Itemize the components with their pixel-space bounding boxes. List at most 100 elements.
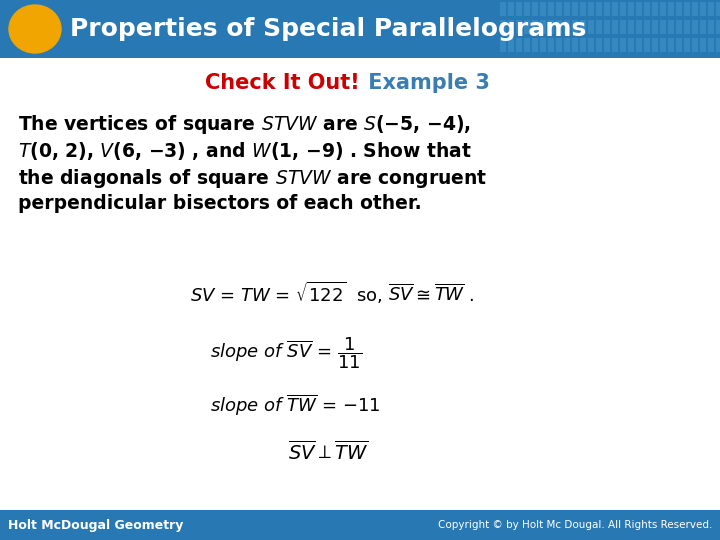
FancyBboxPatch shape <box>684 38 690 52</box>
FancyBboxPatch shape <box>556 20 562 34</box>
FancyBboxPatch shape <box>668 38 674 52</box>
Text: $\mathit{SV}$ = $\mathit{TW}$ = $\sqrt{122}$  so, $\overline{\mathit{SV}} \cong : $\mathit{SV}$ = $\mathit{TW}$ = $\sqrt{1… <box>190 280 474 306</box>
FancyBboxPatch shape <box>604 38 610 52</box>
FancyBboxPatch shape <box>660 38 666 52</box>
FancyBboxPatch shape <box>612 38 618 52</box>
Text: $\mathit{slope\ of}\ \overline{\mathit{SV}}$ = $\dfrac{1}{11}$: $\mathit{slope\ of}\ \overline{\mathit{S… <box>210 335 362 370</box>
FancyBboxPatch shape <box>644 38 650 52</box>
FancyBboxPatch shape <box>692 20 698 34</box>
FancyBboxPatch shape <box>708 20 714 34</box>
Text: The vertices of square $\mathbf{\mathit{STVW}}$ are $\mathbf{\mathit{S}}$($\math: The vertices of square $\mathbf{\mathit{… <box>18 113 471 136</box>
FancyBboxPatch shape <box>668 20 674 34</box>
FancyBboxPatch shape <box>508 20 514 34</box>
FancyBboxPatch shape <box>516 20 522 34</box>
FancyBboxPatch shape <box>572 2 578 16</box>
Text: Copyright © by Holt Mc Dougal. All Rights Reserved.: Copyright © by Holt Mc Dougal. All Right… <box>438 520 712 530</box>
FancyBboxPatch shape <box>500 38 506 52</box>
Ellipse shape <box>9 5 61 53</box>
FancyBboxPatch shape <box>540 2 546 16</box>
FancyBboxPatch shape <box>700 2 706 16</box>
FancyBboxPatch shape <box>572 38 578 52</box>
FancyBboxPatch shape <box>556 2 562 16</box>
FancyBboxPatch shape <box>628 38 634 52</box>
FancyBboxPatch shape <box>516 38 522 52</box>
FancyBboxPatch shape <box>524 20 530 34</box>
FancyBboxPatch shape <box>652 2 658 16</box>
FancyBboxPatch shape <box>604 20 610 34</box>
FancyBboxPatch shape <box>540 38 546 52</box>
FancyBboxPatch shape <box>564 2 570 16</box>
FancyBboxPatch shape <box>596 38 602 52</box>
FancyBboxPatch shape <box>524 38 530 52</box>
FancyBboxPatch shape <box>540 20 546 34</box>
FancyBboxPatch shape <box>676 20 682 34</box>
FancyBboxPatch shape <box>580 38 586 52</box>
FancyBboxPatch shape <box>660 2 666 16</box>
FancyBboxPatch shape <box>604 2 610 16</box>
FancyBboxPatch shape <box>532 2 538 16</box>
FancyBboxPatch shape <box>708 38 714 52</box>
FancyBboxPatch shape <box>644 2 650 16</box>
FancyBboxPatch shape <box>516 2 522 16</box>
FancyBboxPatch shape <box>0 0 720 58</box>
Text: Properties of Special Parallelograms: Properties of Special Parallelograms <box>70 17 586 41</box>
FancyBboxPatch shape <box>572 20 578 34</box>
FancyBboxPatch shape <box>596 20 602 34</box>
FancyBboxPatch shape <box>700 20 706 34</box>
Text: perpendicular bisectors of each other.: perpendicular bisectors of each other. <box>18 194 422 213</box>
FancyBboxPatch shape <box>524 2 530 16</box>
FancyBboxPatch shape <box>716 20 720 34</box>
Text: $\overline{\mathit{SV}} \perp \overline{\mathit{TW}}$: $\overline{\mathit{SV}} \perp \overline{… <box>288 440 369 464</box>
FancyBboxPatch shape <box>700 38 706 52</box>
FancyBboxPatch shape <box>652 20 658 34</box>
Text: Check It Out!: Check It Out! <box>205 73 360 93</box>
Text: $\mathit{slope\ of}\ \overline{\mathit{TW}}$ = $-$11: $\mathit{slope\ of}\ \overline{\mathit{T… <box>210 393 381 418</box>
FancyBboxPatch shape <box>0 510 720 540</box>
FancyBboxPatch shape <box>628 2 634 16</box>
FancyBboxPatch shape <box>588 20 594 34</box>
FancyBboxPatch shape <box>588 38 594 52</box>
FancyBboxPatch shape <box>500 20 506 34</box>
FancyBboxPatch shape <box>612 20 618 34</box>
FancyBboxPatch shape <box>580 2 586 16</box>
FancyBboxPatch shape <box>620 38 626 52</box>
FancyBboxPatch shape <box>564 20 570 34</box>
FancyBboxPatch shape <box>676 2 682 16</box>
FancyBboxPatch shape <box>548 20 554 34</box>
FancyBboxPatch shape <box>620 20 626 34</box>
FancyBboxPatch shape <box>588 2 594 16</box>
FancyBboxPatch shape <box>612 2 618 16</box>
Text: the diagonals of square $\mathbf{\mathit{STVW}}$ are congruent: the diagonals of square $\mathbf{\mathit… <box>18 167 487 190</box>
FancyBboxPatch shape <box>636 20 642 34</box>
FancyBboxPatch shape <box>636 2 642 16</box>
FancyBboxPatch shape <box>620 2 626 16</box>
FancyBboxPatch shape <box>716 2 720 16</box>
FancyBboxPatch shape <box>628 20 634 34</box>
FancyBboxPatch shape <box>532 20 538 34</box>
FancyBboxPatch shape <box>508 38 514 52</box>
FancyBboxPatch shape <box>548 38 554 52</box>
FancyBboxPatch shape <box>684 2 690 16</box>
FancyBboxPatch shape <box>0 58 720 513</box>
FancyBboxPatch shape <box>548 2 554 16</box>
FancyBboxPatch shape <box>636 38 642 52</box>
FancyBboxPatch shape <box>692 2 698 16</box>
FancyBboxPatch shape <box>644 20 650 34</box>
FancyBboxPatch shape <box>508 2 514 16</box>
FancyBboxPatch shape <box>564 38 570 52</box>
FancyBboxPatch shape <box>676 38 682 52</box>
FancyBboxPatch shape <box>580 20 586 34</box>
FancyBboxPatch shape <box>652 38 658 52</box>
FancyBboxPatch shape <box>596 2 602 16</box>
FancyBboxPatch shape <box>716 38 720 52</box>
FancyBboxPatch shape <box>708 2 714 16</box>
Text: Example 3: Example 3 <box>361 73 490 93</box>
FancyBboxPatch shape <box>556 38 562 52</box>
FancyBboxPatch shape <box>668 2 674 16</box>
FancyBboxPatch shape <box>692 38 698 52</box>
FancyBboxPatch shape <box>660 20 666 34</box>
FancyBboxPatch shape <box>532 38 538 52</box>
Text: Holt McDougal Geometry: Holt McDougal Geometry <box>8 518 184 531</box>
FancyBboxPatch shape <box>684 20 690 34</box>
Text: $\mathbf{\mathit{T}}$(0, 2), $\mathbf{\mathit{V}}$(6, $\mathbf{-}$3) , and $\mat: $\mathbf{\mathit{T}}$(0, 2), $\mathbf{\m… <box>18 140 472 162</box>
